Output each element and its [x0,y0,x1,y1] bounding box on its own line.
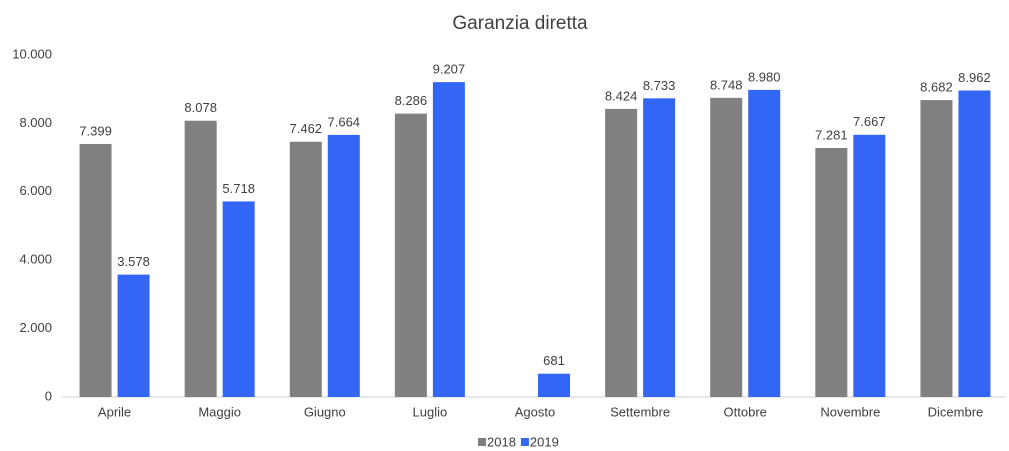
y-tick-label: 10.000 [12,46,52,61]
bar [327,134,360,397]
value-label: 8.733 [643,78,676,93]
bar [920,100,953,398]
bar [748,89,781,397]
y-tick-label: 6.000 [19,183,52,198]
y-tick-label: 4.000 [19,252,52,267]
y-tick-label: 0 [45,388,52,403]
value-label: 7.667 [853,114,886,129]
value-label: 9.207 [433,62,466,77]
bar [538,373,570,397]
legend-label: 2018 [487,434,516,449]
bar [289,141,322,397]
value-label: 8.682 [920,80,953,95]
bar [815,147,848,397]
x-tick-label: Novembre [820,404,880,419]
value-label: 5.718 [222,181,255,196]
y-tick-label: 2.000 [19,320,52,335]
x-tick-label: Luglio [413,404,448,419]
value-label: 8.980 [748,69,781,84]
bar [222,201,255,397]
x-tick-label: Aprile [98,404,131,419]
x-tick-label: Giugno [304,404,346,419]
bar [117,274,150,397]
value-label: 8.962 [958,70,991,85]
bar [432,82,465,397]
value-label: 8.424 [605,88,638,103]
value-label: 681 [543,353,565,368]
x-tick-label: Settembre [610,404,670,419]
bar [958,90,991,397]
bar [184,120,217,398]
x-tick-label: Ottobre [724,404,767,419]
value-label: 8.748 [710,77,743,92]
value-label: 7.462 [290,121,323,136]
bar [394,113,427,397]
legend-swatch [478,438,486,446]
value-label: 3.578 [117,254,150,269]
legend-swatch [520,438,529,446]
bar [605,108,638,397]
y-tick-label: 8.000 [19,115,52,130]
value-label: 8.286 [395,93,428,108]
bar [710,97,743,398]
value-label: 7.664 [328,114,361,129]
value-label: 7.281 [815,127,848,142]
x-tick-label: Maggio [198,404,241,419]
x-tick-label: Agosto [515,404,555,419]
legend-label: 2019 [530,434,559,449]
bar [643,98,676,398]
bar [79,143,112,397]
x-tick-label: Dicembre [928,404,984,419]
value-label: 7.399 [79,123,112,138]
bar [853,134,886,397]
value-label: 8.078 [184,100,217,115]
chart-title: Garanzia diretta [452,13,588,34]
